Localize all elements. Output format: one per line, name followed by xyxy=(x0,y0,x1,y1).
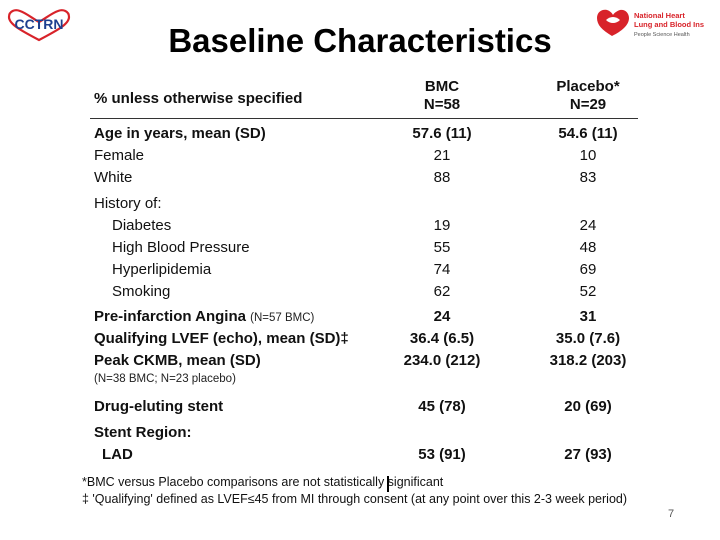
row-label: Qualifying LVEF (echo), mean (SD)‡ xyxy=(94,330,349,347)
table-row-smoking: Smoking 62 52 xyxy=(90,281,638,303)
cell-placebo: 83 xyxy=(579,169,597,186)
cell-bmc: 19 xyxy=(433,217,451,234)
table-row-white: White 88 83 xyxy=(90,167,638,189)
nhlbi-logo: National Heart Lung and Blood Institute … xyxy=(597,9,704,38)
cell-bmc: 55 xyxy=(433,239,451,256)
cell-bmc: 24 xyxy=(433,308,451,325)
row-label: Drug-eluting stent xyxy=(94,398,224,415)
row-label-text: Pre-infarction Angina xyxy=(94,308,246,325)
row-label: Stent Region: xyxy=(94,424,192,441)
header-placebo-name: Placebo* xyxy=(556,78,620,95)
cell-placebo: 24 xyxy=(579,217,597,234)
table-row-hyperlipidemia: Hyperlipidemia 74 69 xyxy=(90,259,638,281)
row-label: History of: xyxy=(94,195,162,212)
row-label: Diabetes xyxy=(112,217,172,234)
table-row-age: Age in years, mean (SD) 57.6 (11) 54.6 (… xyxy=(90,123,638,145)
table-row-stent-region: Stent Region: xyxy=(90,422,638,444)
header-label: % unless otherwise specified xyxy=(94,90,303,107)
row-label: High Blood Pressure xyxy=(112,239,250,256)
page-number: 7 xyxy=(668,508,675,520)
text-cursor xyxy=(387,476,389,492)
cell-bmc: 62 xyxy=(433,283,451,300)
row-label: Female xyxy=(94,147,145,164)
cell-placebo: 31 xyxy=(579,308,597,325)
row-label: Age in years, mean (SD) xyxy=(94,125,266,142)
cell-placebo: 69 xyxy=(579,261,597,278)
row-label: White xyxy=(94,169,133,186)
table-row-pre-infarction-angina: Pre-infarction Angina (N=57 BMC) 24 31 xyxy=(90,306,638,328)
row-label: Pre-infarction Angina (N=57 BMC) xyxy=(94,306,314,329)
row-note: (N=38 BMC; N=23 placebo) xyxy=(94,373,236,385)
cctrn-logo-text: CCTRN xyxy=(15,16,64,32)
cell-bmc: 57.6 (11) xyxy=(412,125,472,142)
cell-placebo: 54.6 (11) xyxy=(558,125,618,142)
cell-placebo: 52 xyxy=(579,283,597,300)
cell-placebo: 35.0 (7.6) xyxy=(555,330,621,347)
cell-bmc: 21 xyxy=(433,147,451,164)
footnote-significance: *BMC versus Placebo comparisons are not … xyxy=(82,475,444,489)
cell-placebo: 20 (69) xyxy=(564,398,612,415)
table-row-history: History of: xyxy=(90,193,638,215)
row-label: LAD xyxy=(102,446,133,463)
header-bmc-n: N=58 xyxy=(423,96,461,113)
row-label: Smoking xyxy=(112,283,171,300)
table-row-peak-ckmb: Peak CKMB, mean (SD) 234.0 (212) 318.2 (… xyxy=(90,350,638,372)
cell-placebo: 318.2 (203) xyxy=(549,352,627,369)
footnotes: *BMC versus Placebo comparisons are not … xyxy=(82,474,627,508)
cell-bmc: 88 xyxy=(433,169,451,186)
cell-placebo: 10 xyxy=(579,147,597,164)
row-label: Peak CKMB, mean (SD) xyxy=(94,352,261,369)
cell-bmc: 36.4 (6.5) xyxy=(409,330,475,347)
table-row-ckmb-note: (N=38 BMC; N=23 placebo) xyxy=(90,372,638,386)
cell-bmc: 45 (78) xyxy=(418,398,466,415)
nhlbi-logo-line2: Lung and Blood Institute xyxy=(634,20,704,29)
table-row-high-blood-pressure: High Blood Pressure 55 48 xyxy=(90,237,638,259)
cell-bmc: 74 xyxy=(433,261,451,278)
row-note: (N=57 BMC) xyxy=(250,312,315,324)
table-row-female: Female 21 10 xyxy=(90,145,638,167)
nhlbi-logo-line1: National Heart xyxy=(634,11,685,20)
table-row-diabetes: Diabetes 19 24 xyxy=(90,215,638,237)
table-header: % unless otherwise specified BMC N=58 Pl… xyxy=(90,74,638,119)
nhlbi-logo-line3: People Science Health xyxy=(634,32,690,38)
cell-bmc: 53 (91) xyxy=(418,446,466,463)
table-row-qualifying-lvef: Qualifying LVEF (echo), mean (SD)‡ 36.4 … xyxy=(90,328,638,350)
baseline-table: % unless otherwise specified BMC N=58 Pl… xyxy=(90,74,638,466)
cell-bmc: 234.0 (212) xyxy=(403,352,481,369)
footnote-qualifying: ‡ 'Qualifying' defined as LVEF≤45 from M… xyxy=(82,492,628,506)
row-label: Hyperlipidemia xyxy=(112,261,212,278)
header-placebo-n: N=29 xyxy=(569,96,607,113)
table-row-drug-eluting-stent: Drug-eluting stent 45 (78) 20 (69) xyxy=(90,396,638,418)
header-bmc: BMC N=58 xyxy=(386,78,498,114)
cell-placebo: 48 xyxy=(579,239,597,256)
cell-placebo: 27 (93) xyxy=(564,446,612,463)
table-row-lad: LAD 53 (91) 27 (93) xyxy=(90,444,638,466)
header-placebo: Placebo* N=29 xyxy=(528,78,648,114)
header-bmc-name: BMC xyxy=(424,78,460,95)
slide-title: Baseline Characteristics xyxy=(168,22,552,59)
cctrn-logo: CCTRN xyxy=(7,9,71,42)
